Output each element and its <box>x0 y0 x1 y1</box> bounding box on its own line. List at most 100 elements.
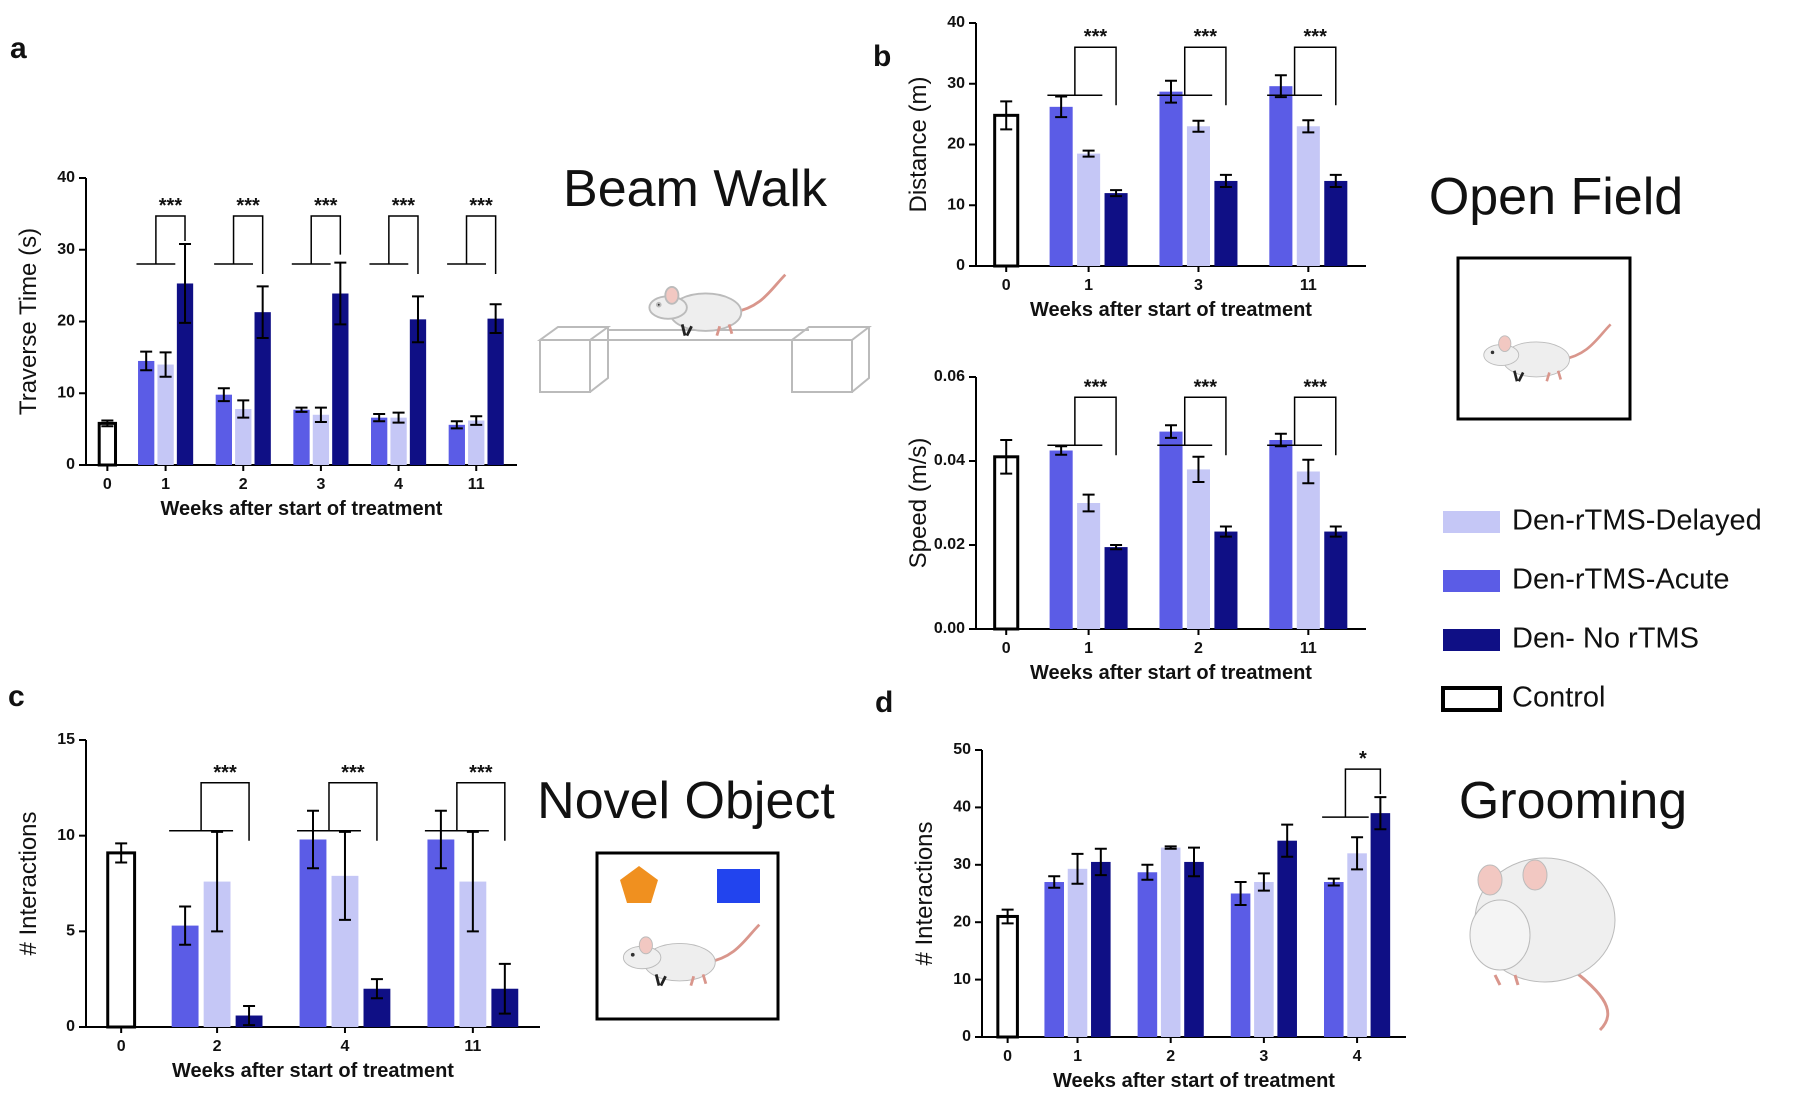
error-bar <box>1188 846 1200 878</box>
significance-bracket <box>291 215 342 265</box>
error-bar <box>1257 872 1270 892</box>
error-bar <box>498 962 511 1015</box>
error-bar <box>101 419 114 428</box>
y-tick-label: 40 <box>953 799 971 816</box>
x-tick-label: 1 <box>1073 1048 1082 1065</box>
significance-label: *** <box>159 195 183 217</box>
significance-label: *** <box>1084 376 1108 398</box>
error-bar <box>1274 74 1287 99</box>
error-bar <box>334 261 347 326</box>
bar <box>1159 431 1183 629</box>
y-tick-label: 30 <box>953 856 971 873</box>
y-tick-label: 40 <box>57 169 75 186</box>
error-bar <box>307 809 319 870</box>
bar <box>1186 126 1210 267</box>
significance-label: *** <box>1304 26 1328 48</box>
legend-swatch <box>1443 629 1500 651</box>
x-tick-label: 11 <box>1300 277 1317 294</box>
significance-bracket <box>1047 46 1117 106</box>
y-tick-label: 0 <box>962 1028 971 1045</box>
bar <box>427 839 455 1027</box>
error-bar <box>1329 173 1342 189</box>
bar <box>1159 91 1183 267</box>
y-tick-label: 10 <box>57 827 75 844</box>
error-bar <box>1094 847 1107 877</box>
y-axis-title: Speed (m/s) <box>905 438 932 569</box>
x-tick-label: 2 <box>1166 1048 1175 1065</box>
y-tick-label: 10 <box>57 384 75 401</box>
error-bar <box>1082 149 1095 158</box>
bar <box>1137 872 1158 1037</box>
significance-bracket <box>447 215 497 275</box>
x-axis-title: Weeks after start of treatment <box>172 1060 454 1082</box>
significance-label: *** <box>392 195 416 217</box>
error-bar <box>1165 79 1177 104</box>
legend-label: Control <box>1512 682 1606 714</box>
x-tick-label: 3 <box>1194 277 1203 294</box>
bar <box>996 914 1019 1039</box>
x-tick-label: 1 <box>1084 640 1093 657</box>
panel-letter: a <box>10 32 27 65</box>
bar <box>293 409 310 465</box>
error-bar <box>1234 881 1247 906</box>
legend-swatch <box>1443 570 1500 592</box>
error-bar <box>434 809 447 870</box>
y-axis-title: Distance (m) <box>905 76 932 212</box>
bar <box>332 293 349 465</box>
bar <box>235 409 252 465</box>
bar <box>106 851 137 1029</box>
bar <box>299 839 327 1027</box>
bar <box>1049 450 1073 629</box>
significance-bracket <box>297 782 378 841</box>
bar <box>1324 180 1348 266</box>
error-bar <box>1110 544 1123 551</box>
y-tick-label: 10 <box>953 971 971 988</box>
legend-label: Den-rTMS-Acute <box>1512 564 1730 596</box>
x-tick-label: 0 <box>1002 277 1011 294</box>
significance-label: *** <box>469 195 493 217</box>
error-bar <box>211 830 224 933</box>
significance-bracket <box>1267 396 1337 456</box>
bar <box>1184 861 1204 1037</box>
error-bar <box>1001 908 1014 925</box>
legend-label: Den- No rTMS <box>1512 623 1699 655</box>
y-tick-label: 0.04 <box>934 452 965 469</box>
error-bar <box>1351 836 1364 871</box>
error-bar <box>140 350 153 372</box>
error-bar <box>373 413 386 423</box>
error-bar <box>370 978 383 1000</box>
bar <box>1296 471 1320 629</box>
error-bar <box>115 842 128 864</box>
bar <box>1160 847 1181 1037</box>
novel-object-illustration <box>595 851 780 1021</box>
significance-bracket <box>169 782 250 841</box>
bar <box>1230 893 1251 1037</box>
error-bar <box>1302 458 1315 485</box>
error-bar <box>466 830 479 933</box>
significance-label: *** <box>341 762 365 784</box>
x-tick-label: 0 <box>117 1038 126 1055</box>
bar <box>157 364 174 465</box>
error-bar <box>217 387 230 403</box>
x-tick-label: 1 <box>161 476 170 493</box>
bar <box>993 455 1020 631</box>
bar <box>1324 531 1348 629</box>
bar <box>1254 882 1274 1037</box>
error-bar <box>243 1004 256 1027</box>
y-tick-label: 0 <box>66 1018 75 1035</box>
legend-label: Den-rTMS-Delayed <box>1512 505 1762 537</box>
x-tick-label: 0 <box>1003 1048 1012 1065</box>
panel-title: Beam Walk <box>563 160 828 218</box>
significance-bracket <box>1322 768 1382 818</box>
panel-title: Grooming <box>1459 772 1687 830</box>
error-bar <box>1327 877 1340 887</box>
error-bar <box>1274 432 1287 448</box>
bar <box>1296 126 1320 267</box>
x-tick-label: 2 <box>1194 640 1203 657</box>
significance-label: *** <box>213 762 237 784</box>
bar <box>1370 813 1391 1037</box>
bar <box>176 283 194 465</box>
error-bar <box>1302 119 1315 134</box>
bar <box>448 424 465 465</box>
bar <box>1269 86 1293 267</box>
